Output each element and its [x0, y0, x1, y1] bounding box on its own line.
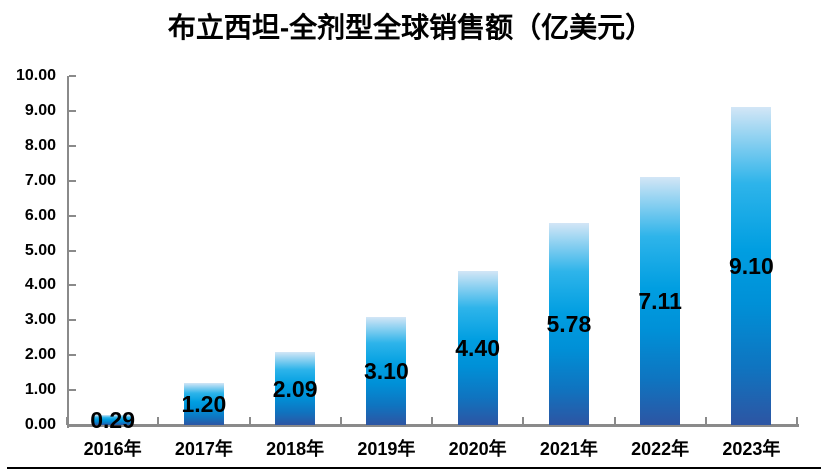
- y-axis-tick-label: 8.00: [24, 136, 56, 154]
- x-axis-category-label: 2022年: [631, 439, 690, 459]
- x-axis-category-label: 2021年: [539, 439, 598, 459]
- bar-value-label: 1.20: [181, 391, 227, 418]
- bar-2022年: [640, 176, 681, 425]
- y-axis-tick: [69, 284, 76, 287]
- y-axis-tick: [69, 249, 76, 252]
- y-axis-tick: [69, 424, 76, 426]
- bar-2017年: [183, 383, 224, 425]
- y-axis-line: [67, 76, 69, 428]
- x-axis-category-label: 2023年: [722, 439, 781, 459]
- y-axis-tick-label: 10.00: [15, 67, 56, 84]
- y-axis-tick: [69, 389, 76, 392]
- x-axis-tick: [66, 417, 68, 425]
- bar-value-label: 9.10: [728, 253, 774, 280]
- bar-value-label: 3.10: [363, 357, 409, 384]
- bar-value-label: 2.09: [272, 375, 318, 402]
- x-axis-tick: [704, 417, 707, 425]
- bar-2021年: [548, 223, 589, 425]
- y-axis-tick: [69, 354, 76, 357]
- y-axis-tick: [69, 75, 76, 77]
- y-axis-tick-label: 6.00: [24, 206, 56, 224]
- x-axis-category-label: 2018年: [266, 439, 325, 459]
- y-axis-tick: [69, 319, 76, 322]
- bottom-border-line: [7, 467, 821, 469]
- y-axis-tick: [69, 109, 76, 112]
- bar-2019年: [366, 316, 407, 425]
- x-axis-tick: [339, 417, 342, 425]
- bar-value-label: 0.29: [90, 406, 135, 433]
- y-axis-tick: [69, 179, 76, 182]
- x-axis-tick: [157, 417, 160, 425]
- bar-2018年: [275, 352, 316, 425]
- x-axis-line: [67, 424, 799, 427]
- x-axis-category-label: 2020年: [448, 439, 507, 459]
- x-axis-tick: [248, 417, 251, 425]
- x-axis-tick: [431, 417, 433, 425]
- y-axis-tick-label: 5.00: [24, 241, 56, 259]
- bar-value-label: 7.11: [638, 287, 682, 314]
- y-axis-tick: [69, 214, 76, 217]
- bar-2023年: [731, 107, 772, 425]
- y-axis-tick-label: 1.00: [24, 381, 56, 399]
- y-axis-tick-label: 0.00: [24, 416, 56, 433]
- bar-2016年: [92, 414, 133, 425]
- y-axis-tick-label: 3.00: [24, 311, 56, 329]
- chart-title: 布立西坦-全剂型全球销售额（亿美元）: [167, 12, 654, 43]
- x-axis-category-label: 2019年: [357, 439, 416, 459]
- y-axis-tick-label: 9.00: [24, 101, 56, 119]
- y-axis-tick-label: 4.00: [24, 276, 56, 294]
- x-axis-tick: [613, 417, 616, 425]
- bar-value-label: 5.78: [546, 311, 592, 338]
- x-axis-tick: [522, 417, 525, 425]
- x-axis-tick: [796, 417, 798, 425]
- y-axis-tick-label: 7.00: [24, 171, 56, 189]
- x-axis-category-label: 2016年: [83, 439, 142, 459]
- x-axis-category-label: 2017年: [174, 439, 233, 459]
- bar-value-label: 4.40: [455, 335, 500, 362]
- y-axis-tick-label: 2.00: [24, 346, 56, 364]
- y-axis-tick: [69, 144, 76, 147]
- bar-2020年: [457, 271, 498, 425]
